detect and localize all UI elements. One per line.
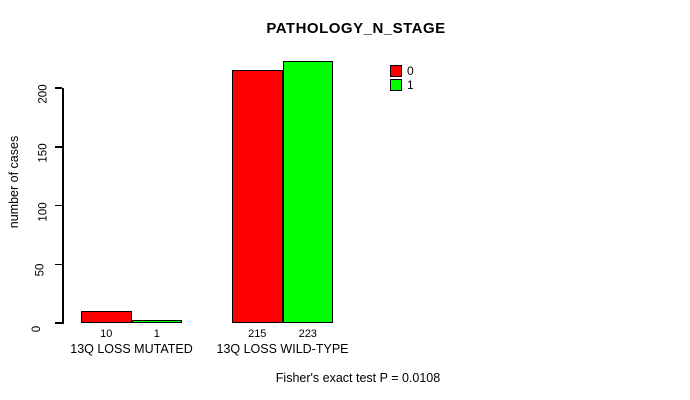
y-tick-label: 0 [31,325,44,333]
legend-swatch-1 [390,79,402,91]
y-tick [55,204,62,207]
chart-title: PATHOLOGY_N_STAGE [266,20,446,37]
y-tick-label: 100 [37,201,50,222]
y-tick [55,87,62,89]
bar-value-label: 215 [248,328,267,340]
y-tick-label: 200 [37,84,50,104]
category-label: 13Q LOSS WILD-TYPE [216,342,349,356]
bar-value-label: 1 [153,328,160,340]
bar-13q-loss-mutated-series-0 [81,311,132,323]
y-tick-label: 50 [34,263,47,277]
category-label: 13Q LOSS MUTATED [70,342,193,356]
bar-13q-loss-wild-type-series-0 [232,70,283,323]
y-axis-line [62,88,64,324]
bar-13q-loss-mutated-series-1 [131,320,182,323]
y-tick [55,322,62,324]
legend-label: 0 [407,64,414,78]
y-tick-label: 150 [37,143,50,163]
bar-value-label: 10 [100,328,113,340]
legend-swatch-0 [390,65,402,77]
y-tick [55,146,62,148]
bar-13q-loss-wild-type-series-1 [282,60,333,323]
legend-label: 1 [407,78,414,92]
y-tick [55,263,62,265]
bar-value-label: 223 [298,328,317,340]
annotation-text: Fisher's exact test P = 0.0108 [275,371,441,385]
